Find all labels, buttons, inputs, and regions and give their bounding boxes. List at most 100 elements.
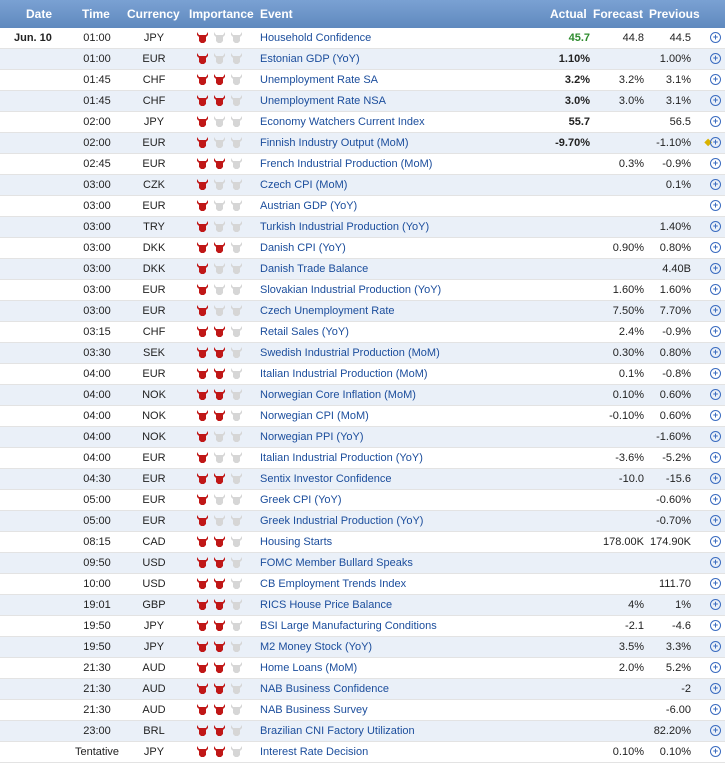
event-link[interactable]: Unemployment Rate SA [260,74,378,86]
event-link[interactable]: Unemployment Rate NSA [260,95,386,107]
table-row: 03:30 SEK Swedish Industrial Production (M… [0,343,725,364]
row-time: 01:45 [83,95,111,107]
event-link[interactable]: Estonian GDP (YoY) [260,53,360,65]
add-to-calendar-icon[interactable]: + [710,53,721,64]
add-to-calendar-icon[interactable]: + [710,662,721,673]
event-link[interactable]: Slovakian Industrial Production (YoY) [260,284,442,296]
event-link[interactable]: M2 Money Stock (YoY) [260,641,373,653]
row-actual: 3.2% [564,74,590,86]
event-link[interactable]: Household Confidence [260,32,372,44]
bull-importance-icon [197,116,208,127]
add-to-calendar-icon[interactable]: + [710,305,721,316]
add-to-calendar-icon[interactable]: + [710,704,721,715]
event-link[interactable]: CB Employment Trends Index [260,578,407,590]
add-to-calendar-icon[interactable]: + [710,683,721,694]
add-to-calendar-icon[interactable]: + [710,347,721,358]
event-link[interactable]: French Industrial Production (MoM) [260,158,433,170]
importance-indicator [195,451,244,464]
event-link[interactable]: Italian Industrial Production (MoM) [260,368,428,380]
add-to-calendar-icon[interactable]: + [710,242,721,253]
add-to-calendar-icon[interactable]: + [710,221,721,232]
add-to-calendar-icon[interactable]: + [710,389,721,400]
event-link[interactable]: Economy Watchers Current Index [260,116,425,128]
importance-indicator [195,115,244,128]
row-forecast: 0.30% [612,347,644,359]
event-link[interactable]: Austrian GDP (YoY) [260,200,358,212]
add-to-calendar-icon[interactable]: + [710,557,721,568]
add-to-calendar-icon[interactable]: + [710,74,721,85]
add-to-calendar-icon[interactable]: + [710,746,721,757]
add-to-calendar-icon[interactable]: + [710,200,721,211]
add-to-calendar-icon[interactable]: + [710,725,721,736]
add-to-calendar-icon[interactable]: + [710,599,721,610]
event-link[interactable]: Norwegian Core Inflation (MoM) [260,389,416,401]
add-to-calendar-icon[interactable]: + [710,116,721,127]
add-to-calendar-icon[interactable]: + [710,326,721,337]
add-to-calendar-icon[interactable]: + [710,536,721,547]
event-link[interactable]: Greek CPI (YoY) [260,494,342,506]
event-link[interactable]: Greek Industrial Production (YoY) [260,515,424,527]
bull-importance-icon [231,263,242,274]
row-time: 02:00 [83,116,111,128]
event-link[interactable]: Brazilian CNI Factory Utilization [260,725,415,737]
event-link[interactable]: Turkish Industrial Production (YoY) [260,221,430,233]
add-to-calendar-icon[interactable]: + [710,452,721,463]
event-link[interactable]: Housing Starts [260,536,333,548]
row-previous: 82.20% [653,725,691,737]
bull-importance-icon [214,158,225,169]
event-link[interactable]: Sentix Investor Confidence [260,473,392,485]
add-to-calendar-icon[interactable]: + [710,179,721,190]
add-to-calendar-icon[interactable]: + [710,158,721,169]
add-to-calendar-icon[interactable]: + [710,95,721,106]
add-to-calendar-icon[interactable]: + [710,431,721,442]
add-to-calendar-icon[interactable]: + [710,263,721,274]
row-previous: -5.2% [662,452,691,464]
add-to-calendar-icon[interactable]: + [710,641,721,652]
event-link[interactable]: Finnish Industry Output (MoM) [260,137,409,149]
row-previous: -2 [681,683,691,695]
add-to-calendar-icon[interactable]: + [710,473,721,484]
add-to-calendar-icon[interactable]: + [710,410,721,421]
event-link[interactable]: RICS House Price Balance [260,599,393,611]
importance-indicator [195,514,244,527]
add-to-calendar-icon[interactable]: + [710,578,721,589]
bull-importance-icon [214,221,225,232]
add-to-calendar-icon[interactable]: + [710,515,721,526]
event-link[interactable]: NAB Business Confidence [260,683,390,695]
bull-importance-icon [214,662,225,673]
event-link[interactable]: Interest Rate Decision [260,746,369,758]
row-forecast: 3.2% [618,74,644,86]
event-link[interactable]: Home Loans (MoM) [260,662,358,674]
row-time: 05:00 [83,494,111,506]
row-time: 04:30 [83,473,111,485]
event-link[interactable]: Czech CPI (MoM) [260,179,348,191]
event-link[interactable]: Norwegian PPI (YoY) [260,431,364,443]
add-to-calendar-icon[interactable]: + [710,368,721,379]
add-to-calendar-icon[interactable]: + [710,137,721,148]
row-forecast: 0.10% [612,746,644,758]
bull-importance-icon [197,704,208,715]
add-to-calendar-icon[interactable]: + [710,284,721,295]
event-link[interactable]: Czech Unemployment Rate [260,305,395,317]
bull-importance-icon [231,536,242,547]
event-link[interactable]: Norwegian CPI (MoM) [260,410,369,422]
row-time: 21:30 [83,683,111,695]
event-link[interactable]: Danish CPI (YoY) [260,242,346,254]
bull-importance-icon [231,284,242,295]
bull-importance-icon [197,599,208,610]
add-to-calendar-icon[interactable]: + [710,32,721,43]
event-link[interactable]: Swedish Industrial Production (MoM) [260,347,440,359]
add-to-calendar-icon[interactable]: + [710,620,721,631]
event-link[interactable]: FOMC Member Bullard Speaks [260,557,413,569]
importance-indicator [195,325,244,338]
event-link[interactable]: Danish Trade Balance [260,263,369,275]
table-row: 03:00 EUR Czech Unemployment Rate 7.50% 7.70… [0,301,725,322]
row-currency: DKK [142,242,166,254]
event-link[interactable]: BSI Large Manufacturing Conditions [260,620,437,632]
bull-importance-icon [197,200,208,211]
event-link[interactable]: NAB Business Survey [260,704,368,716]
add-to-calendar-icon[interactable]: + [710,494,721,505]
event-link[interactable]: Italian Industrial Production (YoY) [260,452,423,464]
row-currency: CAD [142,536,166,548]
event-link[interactable]: Retail Sales (YoY) [260,326,349,338]
